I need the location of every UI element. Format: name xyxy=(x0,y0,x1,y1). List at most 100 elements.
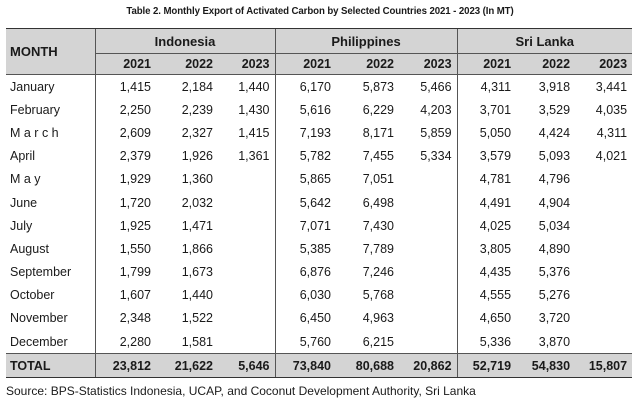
total-cell: 54,830 xyxy=(516,353,576,379)
month-cell: October xyxy=(10,288,55,303)
total-cell: 73,840 xyxy=(274,353,336,379)
value-cell: 1,361 xyxy=(238,149,270,164)
table-row: October 1,607 1,440 6,030 5,768 4,555 5,… xyxy=(6,283,632,307)
table-row: January 1,415 2,184 1,440 6,170 5,873 5,… xyxy=(6,74,633,99)
value-cell: 5,376 xyxy=(538,265,571,280)
value-cell: 4,311 xyxy=(596,125,628,140)
value-cell: 4,650 xyxy=(456,306,517,331)
value-cell: 1,925 xyxy=(94,214,156,238)
value-cell: 1,673 xyxy=(181,265,213,280)
value-cell: 1,581 xyxy=(181,334,213,349)
value-cell: 2,032 xyxy=(181,195,213,210)
value-cell: 4,424 xyxy=(538,125,571,140)
value-cell: 2,379 xyxy=(94,144,156,168)
value-cell: 4,203 xyxy=(420,102,452,117)
value-cell xyxy=(399,261,457,284)
value-cell xyxy=(575,191,632,214)
value-cell xyxy=(399,191,457,214)
value-cell: 4,035 xyxy=(595,102,628,117)
value-cell: 7,246 xyxy=(362,265,394,280)
year-header: 2021 xyxy=(274,53,336,75)
value-cell: 2,184 xyxy=(156,74,218,99)
value-cell xyxy=(399,307,457,330)
value-cell: 7,455 xyxy=(362,149,394,164)
value-cell: 2,250 xyxy=(94,98,156,122)
value-cell xyxy=(399,330,457,354)
value-cell: 6,498 xyxy=(362,195,394,210)
value-cell xyxy=(399,284,457,307)
value-cell: 6,229 xyxy=(362,102,394,117)
country-header-indonesia: Indonesia xyxy=(94,28,275,54)
value-cell xyxy=(218,168,275,191)
value-cell: 3,805 xyxy=(456,237,517,261)
table-row: M a r c h 2,609 2,327 1,415 7,193 8,171 … xyxy=(6,121,632,145)
table-title: Table 2. Monthly Export of Activated Car… xyxy=(126,5,514,17)
value-cell: 5,760 xyxy=(274,330,336,354)
table-row: June 1,720 2,032 5,642 6,498 4,491 4,904 xyxy=(6,190,632,215)
value-cell xyxy=(218,191,275,214)
value-cell: 5,873 xyxy=(336,74,399,99)
value-cell: 4,491 xyxy=(456,190,517,215)
value-cell: 4,904 xyxy=(538,195,571,210)
value-cell: 1,607 xyxy=(94,283,156,307)
value-cell: 4,963 xyxy=(362,311,394,326)
table-row: November 2,348 1,522 6,450 4,963 4,650 3… xyxy=(6,306,632,331)
value-cell: 1,522 xyxy=(181,311,213,326)
source-note: Source: BPS-Statistics Indonesia, UCAP, … xyxy=(6,384,476,398)
month-cell: April xyxy=(10,149,36,164)
value-cell: 7,430 xyxy=(362,218,394,233)
value-cell: 1,440 xyxy=(181,288,213,303)
value-cell: 7,193 xyxy=(274,121,336,145)
value-cell: 1,471 xyxy=(181,218,213,233)
table-row: September 1,799 1,673 6,876 7,246 4,435 … xyxy=(6,260,632,284)
value-cell: 3,720 xyxy=(538,311,571,326)
value-cell xyxy=(218,214,275,237)
value-cell: 1,926 xyxy=(181,149,213,164)
value-cell xyxy=(575,330,632,354)
year-header: 2022 xyxy=(516,53,576,75)
value-cell: 4,796 xyxy=(538,172,571,187)
value-cell: 5,782 xyxy=(274,144,336,168)
value-cell: 1,440 xyxy=(218,74,275,99)
value-cell xyxy=(218,307,275,330)
total-cell: 15,807 xyxy=(575,353,633,379)
value-cell: 3,870 xyxy=(538,334,571,349)
value-cell: 3,441 xyxy=(575,74,633,99)
total-row: TOTAL 23,812 21,622 5,646 73,840 80,688 … xyxy=(6,353,633,379)
year-header: 2023 xyxy=(218,53,275,75)
value-cell: 4,781 xyxy=(456,167,517,191)
value-cell: 4,555 xyxy=(456,283,517,307)
total-cell: 52,719 xyxy=(456,353,517,379)
value-cell: 5,865 xyxy=(274,167,336,191)
value-cell: 4,435 xyxy=(456,260,517,284)
value-cell xyxy=(218,330,275,354)
year-header: 2022 xyxy=(156,53,218,75)
month-cell: January xyxy=(6,74,95,99)
table-row: August 1,550 1,866 5,385 7,789 3,805 4,8… xyxy=(6,237,632,261)
value-cell: 1,360 xyxy=(181,172,213,187)
month-cell: August xyxy=(10,241,49,256)
country-header-philippines: Philippines xyxy=(274,28,458,54)
value-cell: 5,093 xyxy=(538,149,571,164)
value-cell xyxy=(218,261,275,284)
value-cell: 2,348 xyxy=(94,306,156,331)
value-cell: 7,789 xyxy=(362,241,394,256)
value-cell: 1,415 xyxy=(238,125,270,140)
total-label: TOTAL xyxy=(6,353,95,379)
value-cell xyxy=(575,168,632,191)
value-cell: 6,215 xyxy=(362,334,394,349)
value-cell: 5,034 xyxy=(538,218,571,233)
value-cell: 3,579 xyxy=(456,144,517,168)
value-cell: 8,171 xyxy=(362,125,394,140)
year-header: 2021 xyxy=(94,53,156,75)
value-cell: 4,311 xyxy=(456,74,517,99)
value-cell: 5,334 xyxy=(420,149,452,164)
month-cell: February xyxy=(10,102,61,117)
month-cell: November xyxy=(10,311,68,326)
year-header: 2023 xyxy=(575,53,633,75)
value-cell: 1,799 xyxy=(94,260,156,284)
total-cell: 80,688 xyxy=(336,353,399,379)
value-cell: 3,701 xyxy=(456,98,517,122)
value-cell: 5,859 xyxy=(420,125,452,140)
total-cell: 5,646 xyxy=(218,353,275,379)
